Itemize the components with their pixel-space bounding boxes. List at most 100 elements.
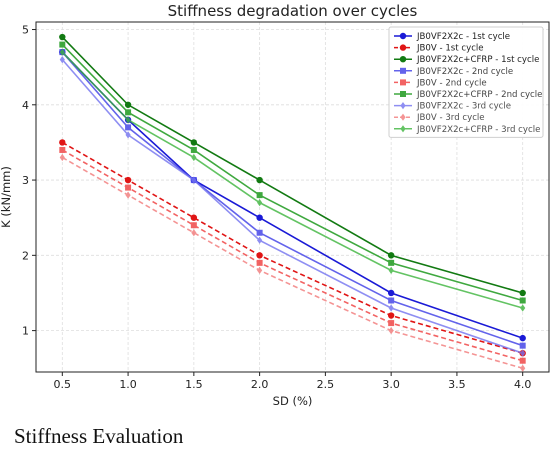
series-8 bbox=[59, 153, 526, 372]
legend-marker bbox=[399, 44, 407, 51]
series-line bbox=[61, 36, 523, 294]
x-tick-label: 2.0 bbox=[251, 378, 269, 391]
y-tick-label: 3 bbox=[22, 174, 29, 187]
y-tick-label: 5 bbox=[22, 24, 29, 37]
legend-marker bbox=[399, 56, 407, 63]
data-point bbox=[388, 304, 394, 312]
data-point bbox=[191, 153, 197, 162]
legend-label: JB0VF2X2c+CFRP - 2nd cycle bbox=[416, 90, 542, 100]
legend-item: JB0VF2X2c - 2nd cycle bbox=[394, 67, 513, 77]
stiffness-chart: Stiffness degradation over cycles 0.5 1.0… bbox=[0, 2, 550, 408]
chart-title: Stiffness degradation over cycles bbox=[168, 2, 418, 20]
data-point bbox=[256, 192, 263, 199]
data-point bbox=[59, 139, 66, 146]
data-point bbox=[388, 259, 395, 266]
y-axis-ticks: 1 2 3 4 5 bbox=[22, 24, 36, 338]
legend-item: JB0V - 1st cycle bbox=[394, 44, 484, 54]
data-point bbox=[125, 116, 131, 124]
plot-frame bbox=[35, 21, 550, 373]
data-point bbox=[124, 101, 132, 108]
legend-label: JB0V - 2nd cycle bbox=[416, 78, 487, 88]
x-tick-label: 1.5 bbox=[185, 378, 203, 391]
data-point bbox=[125, 184, 132, 191]
legend-marker bbox=[400, 113, 406, 121]
data-point bbox=[520, 349, 526, 357]
data-point bbox=[190, 222, 197, 229]
data-point bbox=[190, 139, 198, 146]
data-point bbox=[520, 304, 526, 312]
legend-label: JB0V - 3rd cycle bbox=[416, 113, 485, 123]
data-point bbox=[125, 109, 132, 116]
data-point bbox=[59, 48, 65, 56]
legend-label: JB0V - 1st cycle bbox=[416, 44, 484, 54]
data-point bbox=[387, 252, 395, 259]
legend-label: JB0VF2X2c+CFRP - 3rd cycle bbox=[416, 125, 540, 135]
data-point bbox=[125, 124, 132, 131]
figure-caption: Stiffness Evaluation bbox=[14, 424, 184, 448]
legend-marker bbox=[400, 91, 406, 97]
data-point bbox=[59, 153, 65, 162]
data-point bbox=[125, 131, 131, 139]
data-point bbox=[256, 176, 263, 184]
legend-item: JB0VF2X2c+CFRP - 2nd cycle bbox=[394, 90, 542, 100]
series-2 bbox=[59, 139, 526, 357]
legend-item: JB0VF2X2c - 3rd cycle bbox=[394, 102, 511, 112]
x-tick-label: 3.0 bbox=[382, 378, 400, 391]
x-tick-label: 2.5 bbox=[317, 378, 335, 391]
legend-label: JB0VF2X2c+CFRP - 1st cycle bbox=[416, 55, 539, 65]
data-point bbox=[190, 214, 198, 221]
data-point bbox=[519, 297, 526, 304]
data-point bbox=[519, 334, 526, 342]
series-line bbox=[61, 59, 523, 354]
y-axis-label: K (kN/mm) bbox=[0, 166, 13, 228]
legend-item: JB0V - 2nd cycle bbox=[394, 78, 487, 88]
data-point bbox=[191, 229, 197, 237]
data-point bbox=[388, 297, 395, 304]
legend-item: JB0VF2X2c - 1st cycle bbox=[394, 32, 510, 42]
data-point bbox=[59, 33, 66, 41]
data-point bbox=[257, 266, 263, 274]
series-line bbox=[61, 44, 523, 302]
y-tick-label: 4 bbox=[22, 99, 29, 112]
legend-item: JB0VF2X2c+CFRP - 3rd cycle bbox=[394, 125, 540, 135]
data-point bbox=[519, 357, 526, 364]
legend-label: JB0VF2X2c - 2nd cycle bbox=[416, 67, 513, 77]
data-point bbox=[519, 289, 526, 297]
series-7 bbox=[59, 56, 526, 357]
x-tick-label: 0.5 bbox=[54, 378, 72, 391]
series-line bbox=[61, 149, 523, 362]
data-point bbox=[125, 191, 131, 199]
legend-marker bbox=[400, 79, 406, 86]
legend-label: JB0VF2X2c - 3rd cycle bbox=[416, 102, 511, 112]
legend-label: JB0VF2X2c - 1st cycle bbox=[416, 32, 510, 42]
data-point bbox=[388, 320, 395, 327]
data-point bbox=[190, 146, 197, 153]
series-line bbox=[61, 51, 523, 347]
data-point bbox=[256, 229, 263, 236]
data-point bbox=[59, 41, 66, 48]
x-tick-label: 4.0 bbox=[514, 378, 532, 391]
series-line bbox=[61, 51, 523, 309]
x-axis-label: SD (%) bbox=[273, 394, 313, 408]
data-point bbox=[387, 289, 395, 297]
legend-box bbox=[388, 26, 544, 138]
series-line bbox=[61, 156, 523, 370]
data-point bbox=[387, 312, 395, 319]
legend-item: JB0V - 3rd cycle bbox=[394, 113, 485, 123]
data-point bbox=[388, 327, 394, 335]
legend-marker bbox=[400, 125, 406, 133]
y-tick-label: 1 bbox=[22, 325, 29, 338]
series-line bbox=[61, 141, 523, 354]
data-point bbox=[256, 252, 263, 259]
x-tick-label: 3.5 bbox=[448, 378, 466, 391]
series-layer bbox=[59, 33, 526, 372]
data-point bbox=[59, 146, 66, 153]
data-point bbox=[256, 259, 263, 266]
legend-marker bbox=[400, 67, 406, 74]
data-point bbox=[59, 56, 65, 64]
data-point bbox=[191, 176, 197, 184]
legend-marker bbox=[400, 102, 406, 110]
series-9 bbox=[59, 48, 526, 312]
x-tick-label: 1.0 bbox=[119, 378, 137, 391]
